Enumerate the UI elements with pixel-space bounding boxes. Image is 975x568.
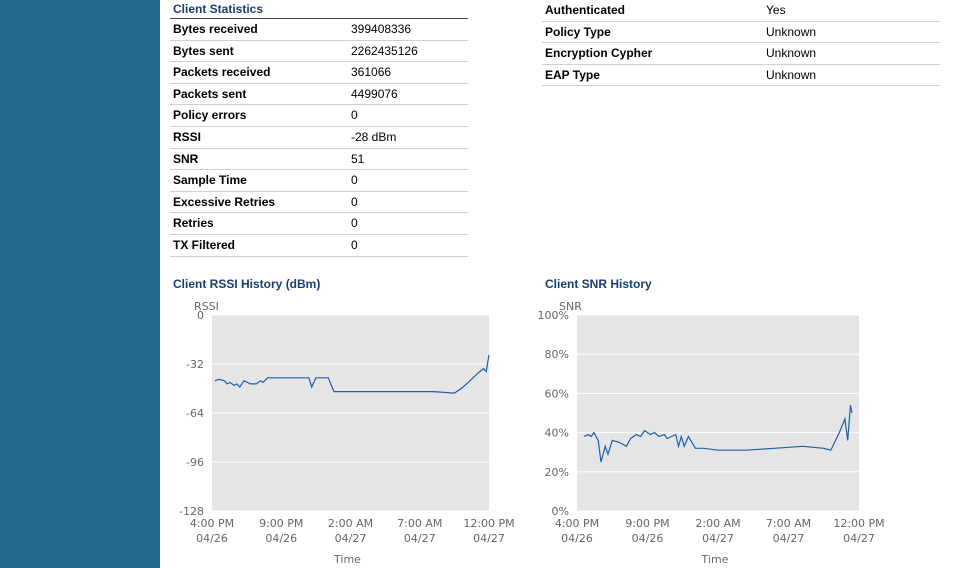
row-label: Retries [173, 216, 214, 231]
x-tick-date: 04/27 [335, 532, 367, 545]
row-value: Yes [766, 3, 786, 17]
x-tick-label: 2:00 AM [695, 517, 740, 530]
x-tick-date: 04/26 [265, 532, 297, 545]
y-axis-label: SNR [559, 300, 582, 313]
y-tick-label: -96 [186, 456, 204, 469]
client-statistics-panel: Client Statistics Bytes received 39940833… [170, 0, 468, 257]
row-label: Excessive Retries [173, 194, 276, 209]
row-value: 0 [351, 237, 358, 252]
table-row: Packets sent 4499076 [170, 84, 468, 106]
row-label: EAP Type [545, 67, 600, 82]
x-tick-label: 7:00 AM [766, 517, 811, 530]
row-value: 4499076 [351, 86, 398, 101]
y-tick-label: 20% [545, 466, 569, 479]
table-row: Authenticated Yes [542, 0, 940, 22]
row-label: Authenticated [545, 3, 626, 17]
y-tick-label: 0% [552, 505, 569, 518]
x-tick-date: 04/27 [773, 532, 805, 545]
table-row: Encryption Cypher Unknown [542, 43, 940, 65]
plot-area [577, 315, 859, 511]
table-row: Bytes received 399408336 [170, 19, 468, 41]
table-row: Excessive Retries 0 [170, 192, 468, 214]
series-line [583, 405, 853, 463]
row-value: 0 [351, 108, 358, 123]
y-tick-label: 80% [545, 348, 569, 361]
row-label: Bytes sent [173, 43, 234, 58]
y-tick-label: 40% [545, 427, 569, 440]
y-tick-label: -32 [186, 358, 204, 371]
table-row: RSSI -28 dBm [170, 127, 468, 149]
x-tick-label: 4:00 PM [555, 517, 599, 530]
row-label: Packets received [173, 65, 271, 80]
row-value: 51 [351, 151, 365, 166]
table-row: Sample Time 0 [170, 170, 468, 192]
x-axis-label: Time [333, 553, 361, 566]
table-row: Retries 0 [170, 213, 468, 235]
table-row: SNR 51 [170, 149, 468, 171]
row-label: TX Filtered [173, 237, 236, 252]
table-row: EAP Type Unknown [542, 65, 940, 87]
row-value: Unknown [766, 46, 817, 61]
y-tick-label: -64 [186, 407, 204, 420]
x-tick-date: 04/27 [473, 532, 505, 545]
security-panel: Authenticated Yes Policy Type Unknown Encryp… [542, 0, 940, 87]
security-table: Authenticated Yes Policy Type Unknown Encryp… [542, 0, 940, 87]
row-label: Sample Time [173, 173, 247, 188]
row-value: 361066 [351, 65, 392, 80]
y-axis-label: RSSI [194, 300, 219, 313]
row-value: 0 [351, 173, 358, 188]
x-tick-date: 04/26 [632, 532, 664, 545]
row-label: SNR [173, 151, 199, 166]
client-statistics-table: Bytes received 399408336 Bytes sent 2262435… [170, 19, 468, 257]
x-tick-date: 04/27 [843, 532, 875, 545]
rssi-chart-title: Client RSSI History (dBm) [173, 277, 321, 291]
x-tick-date: 04/27 [404, 532, 436, 545]
x-tick-date: 04/27 [702, 532, 734, 545]
y-tick-label: -128 [179, 505, 204, 518]
x-tick-label: 12:00 PM [833, 517, 884, 530]
x-tick-date: 04/26 [196, 532, 228, 545]
table-row: TX Filtered 0 [170, 235, 468, 257]
table-row: Bytes sent 2262435126 [170, 41, 468, 63]
y-tick-label: 100% [538, 309, 569, 322]
x-tick-label: 9:00 PM [625, 517, 669, 530]
table-row: Policy Type Unknown [542, 22, 940, 44]
table-row: Policy errors 0 [170, 105, 468, 127]
left-sidebar [0, 0, 160, 568]
y-tick-label: 0 [197, 309, 204, 322]
row-value: Unknown [766, 24, 817, 39]
snr-chart-title: Client SNR History [545, 277, 652, 291]
row-label: Encryption Cypher [545, 46, 653, 61]
row-label: Policy Type [545, 24, 611, 39]
x-axis-label: Time [701, 553, 729, 566]
row-value: -28 dBm [351, 129, 397, 144]
row-value: 2262435126 [351, 43, 418, 58]
x-tick-label: 7:00 AM [397, 517, 442, 530]
row-value: 399408336 [351, 22, 412, 36]
y-tick-label: 60% [545, 387, 569, 400]
client-statistics-title: Client Statistics [170, 0, 468, 19]
row-label: Packets sent [173, 86, 247, 101]
row-label: Bytes received [173, 22, 258, 36]
row-label: Policy errors [173, 108, 247, 123]
table-row: Packets received 361066 [170, 62, 468, 84]
x-tick-label: 9:00 PM [259, 517, 303, 530]
row-value: 0 [351, 194, 358, 209]
row-value: Unknown [766, 67, 817, 82]
x-tick-label: 4:00 PM [190, 517, 234, 530]
series-line [214, 354, 490, 394]
row-label: RSSI [173, 129, 202, 144]
x-tick-date: 04/26 [561, 532, 593, 545]
row-value: 0 [351, 216, 358, 231]
x-tick-label: 2:00 AM [328, 517, 373, 530]
x-tick-label: 12:00 PM [463, 517, 514, 530]
